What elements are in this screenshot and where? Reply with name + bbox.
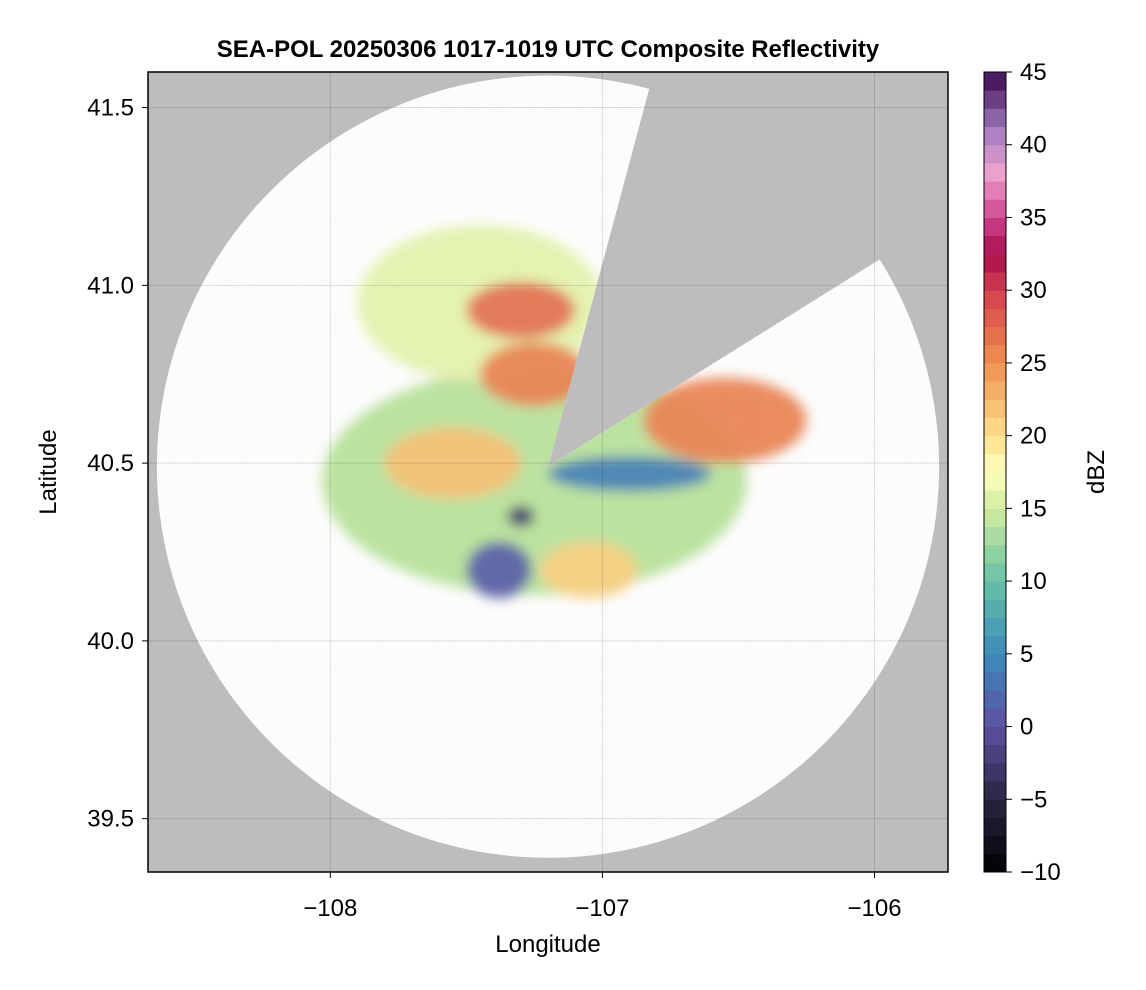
colorbar-bin (984, 308, 1006, 328)
colorbar-bin (984, 781, 1006, 800)
colorbar-tick-label: 35 (1020, 204, 1047, 231)
colorbar-tick-label: 45 (1020, 59, 1047, 86)
colorbar-tick-label: 0 (1020, 714, 1033, 741)
colorbar-bin (984, 581, 1006, 600)
colorbar-label: dBZ (1083, 450, 1110, 494)
colorbar-bin (984, 526, 1006, 546)
gridlines (148, 72, 948, 872)
colorbar-bin (984, 617, 1006, 637)
colorbar-bin (984, 726, 1006, 746)
plot-area (148, 72, 948, 872)
colorbar-bin (984, 144, 1006, 164)
colorbar-frame (983, 71, 1007, 873)
colorbar-bin (984, 562, 1006, 582)
colorbar-bin (984, 217, 1006, 237)
colorbar-bin (984, 672, 1006, 691)
x-axis: −108 −107 −106 (303, 872, 902, 922)
colorbar-bin (984, 381, 1006, 400)
colorbar-bin (984, 326, 1006, 346)
colorbar-bin (984, 417, 1006, 437)
x-tick-label: −108 (303, 895, 357, 922)
colorbar-bin (984, 399, 1006, 418)
colorbar-bin (984, 199, 1006, 218)
x-tick-label: −106 (847, 895, 901, 922)
colorbar-bin (984, 799, 1006, 818)
colorbar-bin (984, 508, 1006, 528)
colorbar-tick-label: −5 (1020, 786, 1047, 813)
colorbar-tick-label: 5 (1020, 641, 1033, 668)
y-tick-label: 41.0 (87, 272, 134, 299)
colorbar-tick-label: 25 (1020, 350, 1047, 377)
colorbar-bin (984, 635, 1006, 655)
colorbar-bin (984, 253, 1006, 273)
colorbar-tick-label: 40 (1020, 132, 1047, 159)
colorbar-bin (984, 90, 1006, 109)
y-axis: 39.5 40.0 40.5 41.0 41.5 (87, 95, 148, 833)
plot-frame (147, 71, 949, 873)
colorbar-bin (984, 762, 1006, 782)
colorbar-tick-label: −10 (1020, 859, 1061, 886)
y-tick-label: 40.5 (87, 450, 134, 477)
colorbar-tick-label: 20 (1020, 423, 1047, 450)
colorbar-bin (984, 744, 1006, 764)
colorbar: −10 −5 0 5 10 15 20 25 30 35 40 45 (983, 59, 1061, 886)
y-tick-label: 39.5 (87, 806, 134, 833)
colorbar-bin (984, 435, 1006, 455)
colorbar-bin (984, 708, 1006, 728)
colorbar-bin (984, 290, 1006, 309)
colorbar-bin (984, 853, 1006, 873)
colorbar-bin (984, 453, 1006, 473)
colorbar-bin (984, 235, 1006, 255)
colorbar-bin (984, 472, 1006, 491)
colorbar-bin (984, 108, 1006, 128)
colorbar-bin (984, 126, 1006, 146)
colorbar-bin (984, 835, 1006, 855)
colorbar-bin (984, 490, 1006, 509)
colorbar-bin (984, 599, 1006, 618)
colorbar-bin (984, 817, 1006, 837)
colorbar-tick-label: 30 (1020, 277, 1047, 304)
x-tick-label: −107 (575, 895, 629, 922)
y-axis-label: Latitude (35, 429, 62, 514)
colorbar-bin (984, 181, 1006, 200)
colorbar-tick-label: 15 (1020, 495, 1047, 522)
colorbar-bin (984, 162, 1006, 182)
x-axis-label: Longitude (495, 931, 600, 958)
colorbar-bin (984, 362, 1006, 382)
y-tick-label: 40.0 (87, 628, 134, 655)
chart-title: SEA-POL 20250306 1017-1019 UTC Composite… (217, 36, 880, 63)
colorbar-bin (984, 653, 1006, 673)
colorbar-tick-label: 10 (1020, 568, 1047, 595)
colorbar-bin (984, 344, 1006, 364)
y-tick-label: 41.5 (87, 95, 134, 122)
colorbar-bin (984, 272, 1006, 291)
colorbar-bin (984, 544, 1006, 564)
colorbar-bin (984, 72, 1006, 91)
colorbar-bin (984, 690, 1006, 709)
